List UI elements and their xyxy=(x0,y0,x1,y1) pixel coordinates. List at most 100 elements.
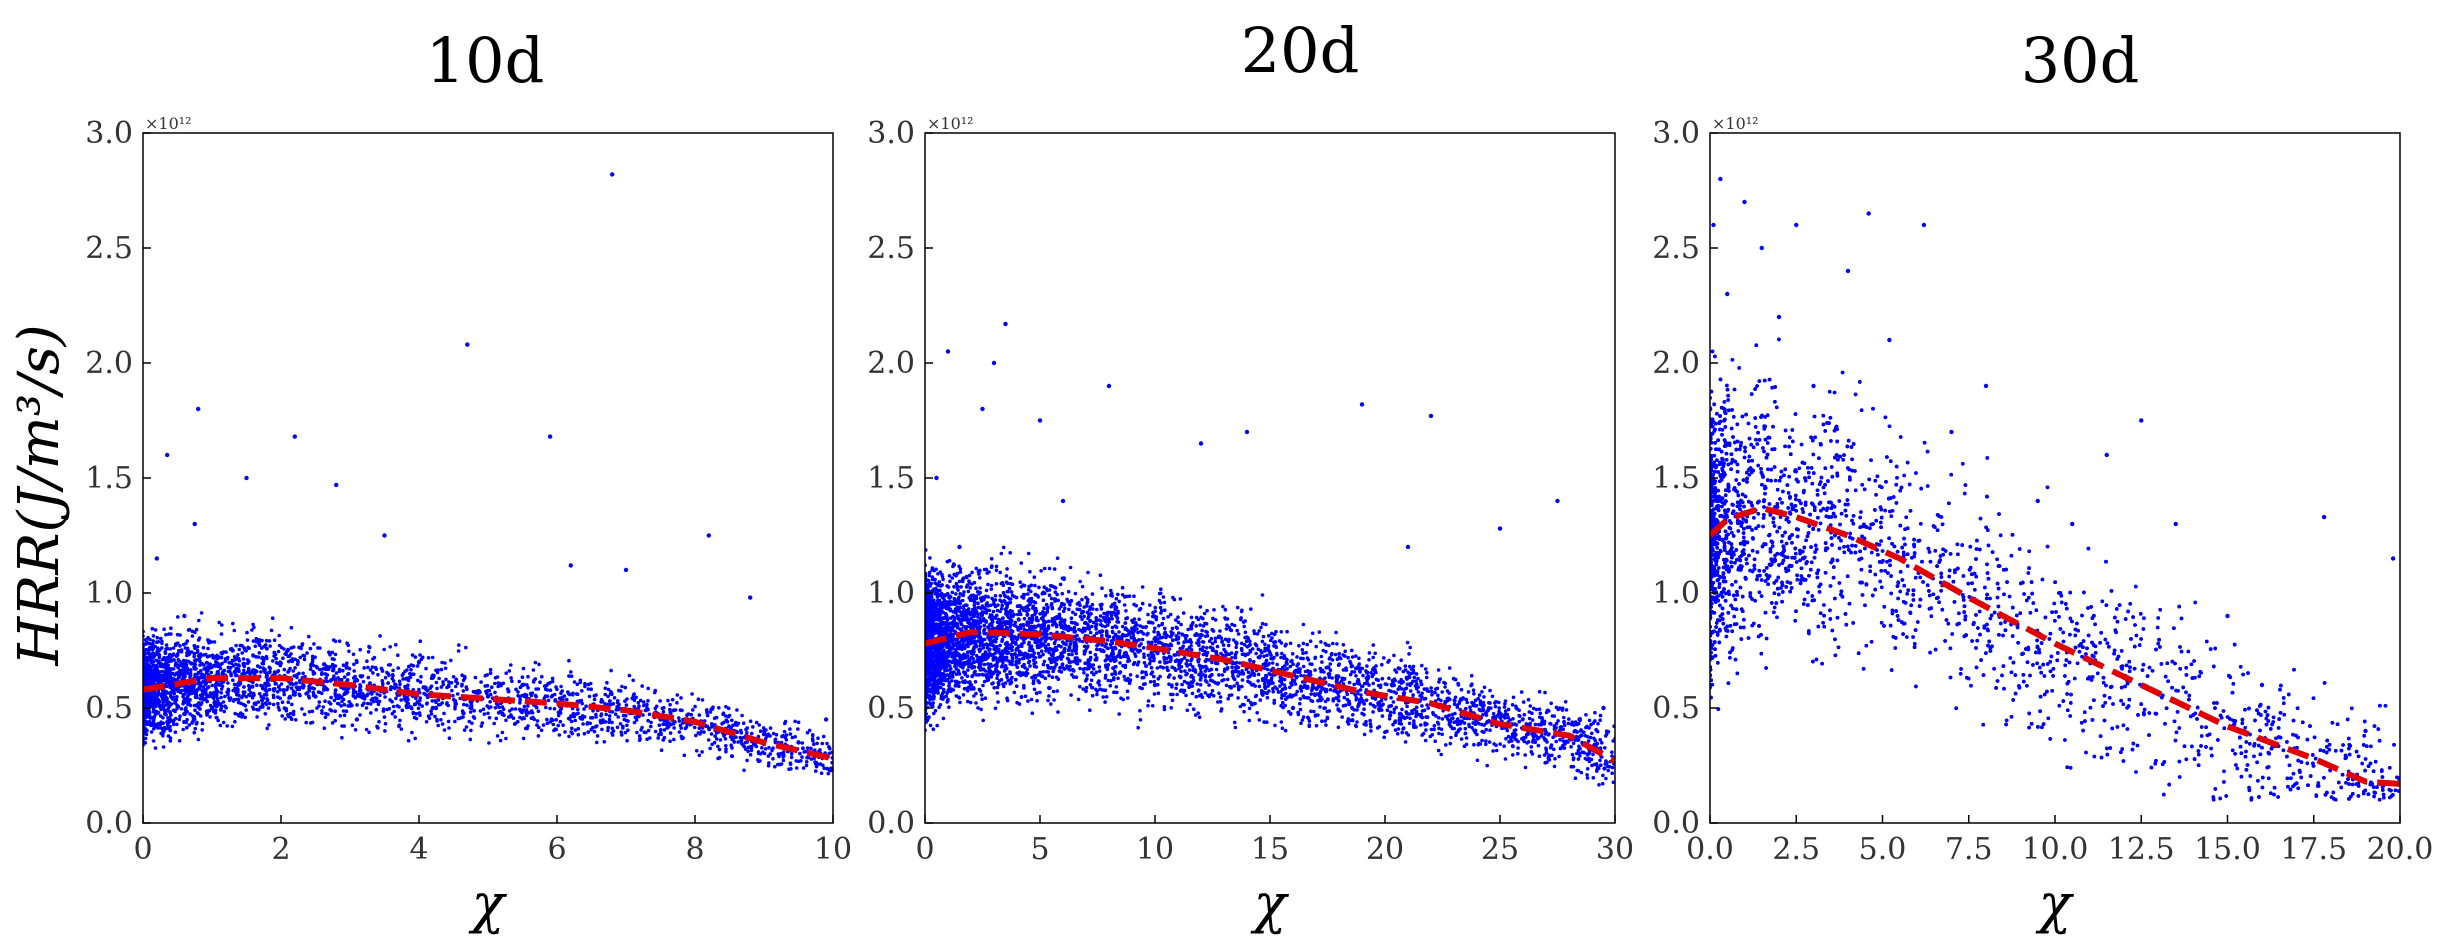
scatter-point xyxy=(162,708,167,712)
scatter-point xyxy=(196,737,201,742)
scatter-point xyxy=(440,701,445,705)
scatter-point xyxy=(425,695,430,700)
scatter-point xyxy=(582,707,586,711)
scatter-point xyxy=(277,684,281,689)
scatter-point xyxy=(1000,603,1004,608)
scatter-point xyxy=(320,709,324,713)
scatter-point xyxy=(253,668,258,673)
scatter-point xyxy=(276,695,280,699)
scatter-point xyxy=(178,644,182,648)
scatter-point xyxy=(242,693,246,697)
scatter-point xyxy=(1449,735,1453,740)
scatter-point xyxy=(594,693,598,697)
scatter-point xyxy=(267,701,272,706)
scatter-point xyxy=(205,661,210,665)
scatter-point xyxy=(634,695,638,700)
scatter-point xyxy=(526,674,530,679)
scatter-point xyxy=(752,742,756,747)
scatter-point xyxy=(758,729,763,733)
scatter-point xyxy=(288,682,293,686)
scatter-point xyxy=(352,669,357,673)
scatter-point xyxy=(764,736,768,741)
scatter-point xyxy=(572,714,576,719)
scatter-point xyxy=(407,676,411,680)
scatter-point xyxy=(1572,723,1576,727)
scatter-point xyxy=(1298,670,1302,674)
scatter-point xyxy=(612,696,617,700)
data-point xyxy=(623,567,629,573)
scatter-point xyxy=(496,710,501,715)
scatter-point xyxy=(218,666,223,671)
scatter-point xyxy=(1298,697,1303,701)
scatter-point xyxy=(325,673,330,677)
scatter-point xyxy=(350,723,355,727)
scatter-point xyxy=(1272,701,1276,705)
scatter-point xyxy=(344,666,349,670)
scatter-point xyxy=(358,713,362,717)
scatter-point xyxy=(1078,579,1082,584)
scatter-point xyxy=(168,652,172,657)
scatter-point xyxy=(531,668,536,672)
scatter-point xyxy=(435,670,440,675)
scatter-point xyxy=(410,730,414,735)
scatter-point xyxy=(205,665,209,670)
scatter-point xyxy=(369,711,373,715)
y-tick-label: 3.0 xyxy=(85,116,133,151)
scatter-point xyxy=(186,702,190,707)
scatter-point xyxy=(697,713,702,717)
scatter-point xyxy=(217,620,221,625)
scatter-point xyxy=(553,699,557,703)
scatter-point xyxy=(383,675,388,680)
scatter-point xyxy=(353,690,358,694)
scatter-point xyxy=(816,736,820,740)
y-tick-label: 2.0 xyxy=(85,346,133,381)
scatter-point xyxy=(353,728,358,732)
scatter-point xyxy=(334,696,339,700)
scatter-point xyxy=(566,716,571,721)
scatter-point xyxy=(593,725,598,729)
scatter-point xyxy=(558,719,563,724)
scatter-point xyxy=(181,693,186,697)
scatter-point xyxy=(315,666,320,670)
scatter-point xyxy=(1293,682,1298,686)
scatter-cloud xyxy=(925,545,1615,787)
scatter-point xyxy=(945,691,949,695)
scatter-point xyxy=(1232,623,1237,628)
scatter-point xyxy=(1089,678,1094,683)
scatter-point xyxy=(291,709,296,714)
scatter-point xyxy=(1081,687,1085,691)
scatter-point xyxy=(453,702,458,706)
scatter-point xyxy=(169,626,173,630)
scatter-point xyxy=(509,713,513,717)
scatter-point xyxy=(220,684,225,689)
scatter-point xyxy=(1038,690,1042,695)
scatter-point xyxy=(192,717,197,722)
scatter-point xyxy=(595,740,599,745)
scatter-point xyxy=(376,726,380,730)
scatter-point xyxy=(1047,566,1052,571)
scatter-point xyxy=(1152,674,1156,679)
scatter-point xyxy=(364,727,369,732)
scatter-point xyxy=(159,707,163,712)
scatter-point xyxy=(796,720,801,725)
scatter-point xyxy=(995,673,1000,677)
scatter-point xyxy=(277,633,282,638)
data-point xyxy=(430,705,435,711)
scatter-point xyxy=(814,769,818,773)
scatter-point xyxy=(767,745,771,750)
scatter-point xyxy=(825,741,829,746)
scatter-point xyxy=(160,657,165,662)
scatter-point xyxy=(545,717,549,722)
scatter-point xyxy=(260,661,265,666)
scatter-point xyxy=(732,740,736,744)
scatter-point xyxy=(460,673,464,677)
scatter-point xyxy=(167,659,172,664)
scatter-point xyxy=(936,583,940,587)
scatter-point xyxy=(1152,629,1156,634)
scatter-point xyxy=(225,655,230,660)
scatter-point xyxy=(1029,697,1034,702)
scatter-point xyxy=(729,743,733,748)
scatter-point xyxy=(233,711,237,716)
scatter-point xyxy=(1044,602,1049,607)
scatter-point xyxy=(1052,698,1056,702)
